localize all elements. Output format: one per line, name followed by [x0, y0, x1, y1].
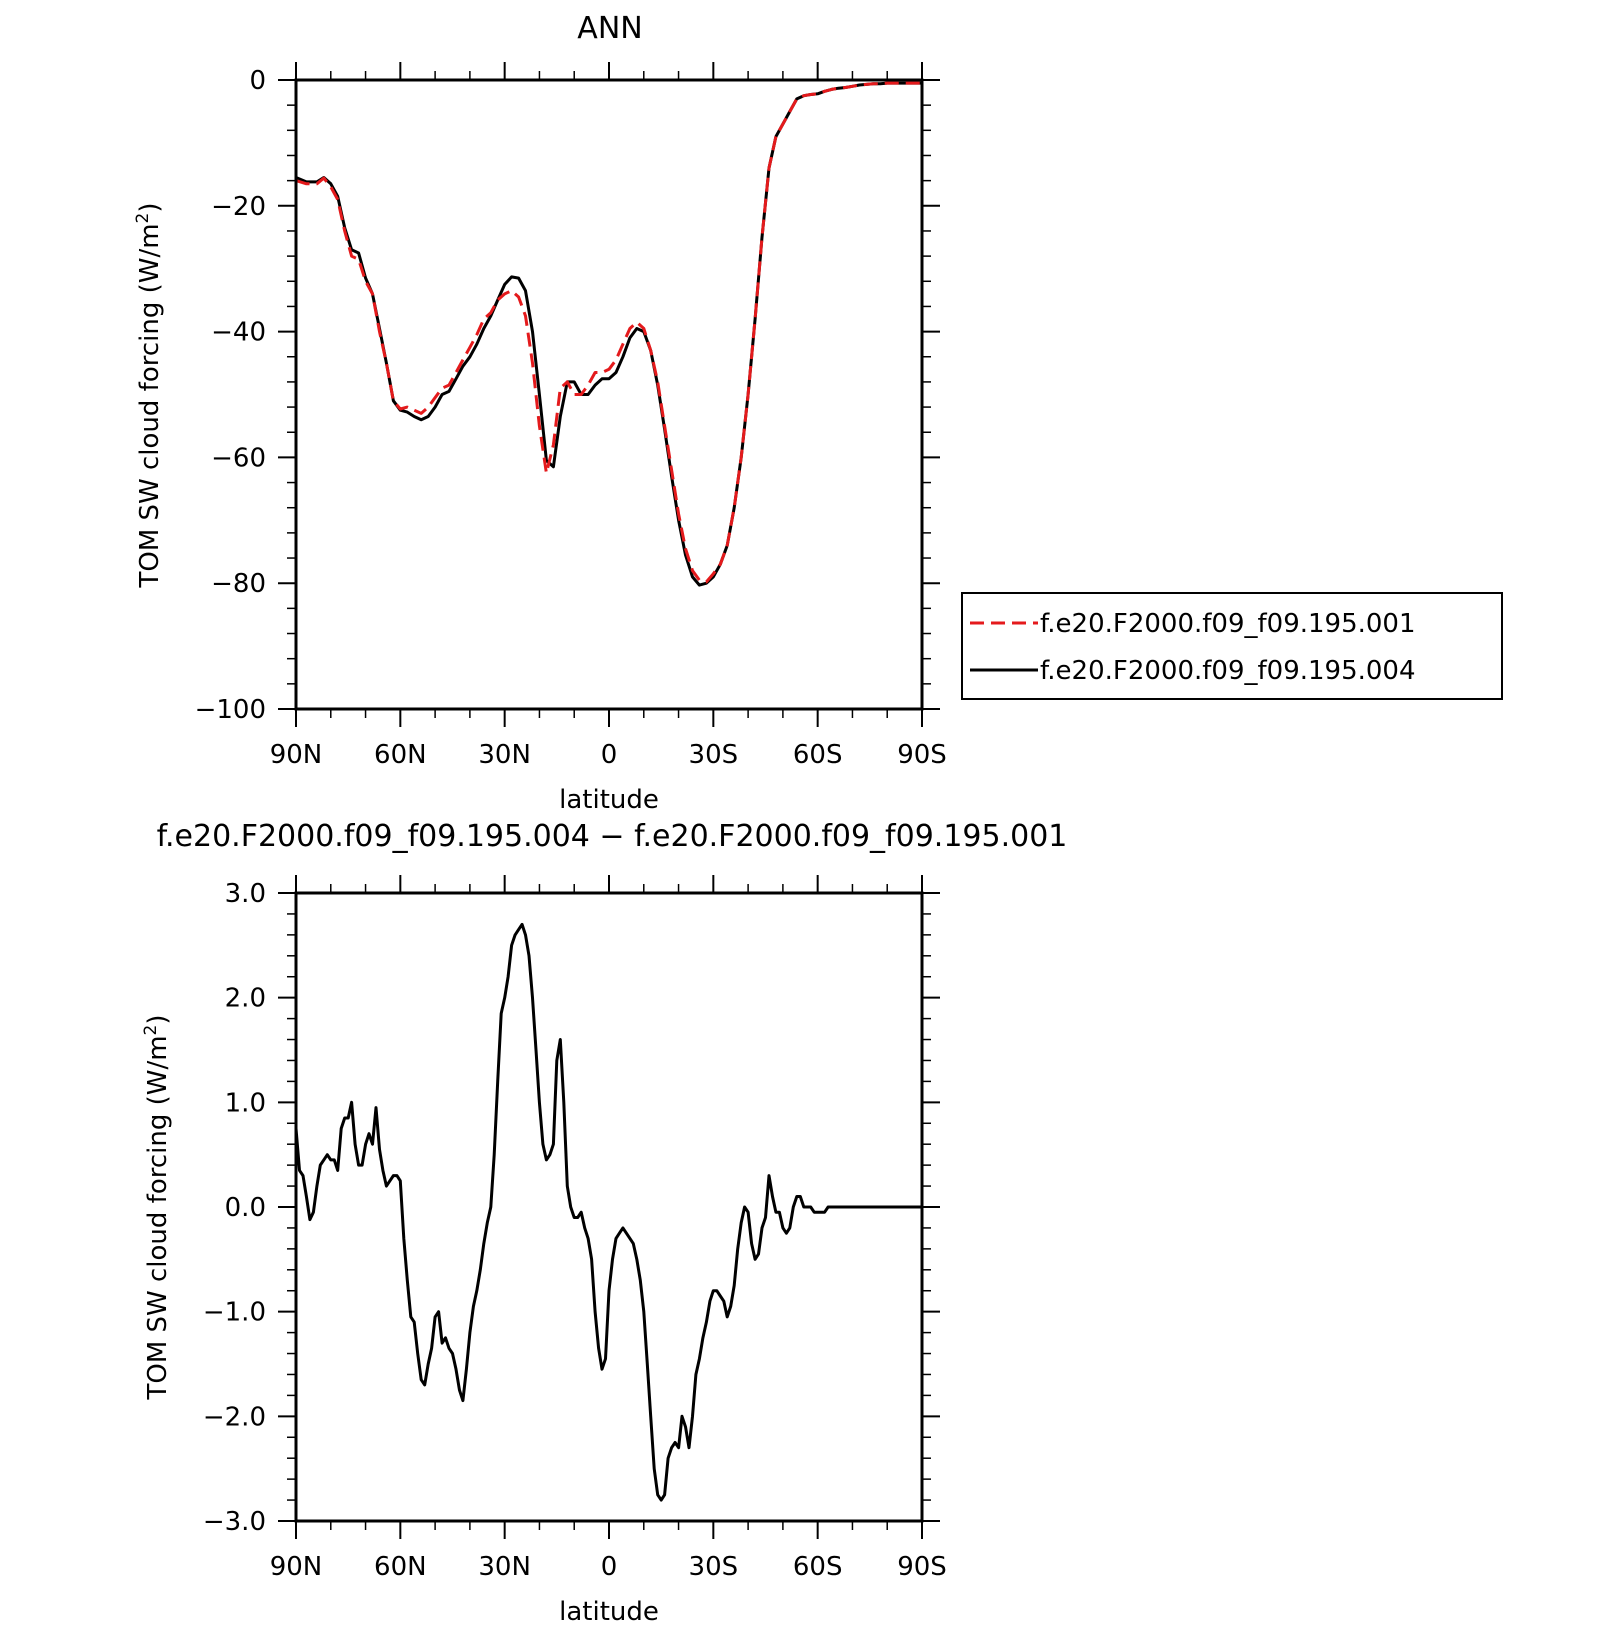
bottom-x-tick-label: 90S — [897, 1552, 947, 1582]
top-series-line-1 — [295, 81, 922, 584]
bottom-x-tick-label: 0 — [601, 1552, 618, 1582]
top-y-tick-label: −20 — [211, 192, 266, 222]
bottom-y-tick-label: 1.0 — [225, 1088, 266, 1118]
bottom-panel: f.e20.F2000.f09_f09.195.004 − f.e20.F200… — [141, 819, 1067, 1627]
bottom-x-tick-label: 60S — [793, 1552, 843, 1582]
bottom-y-tick-label: 2.0 — [225, 984, 266, 1014]
top-y-tick-label: 0 — [249, 66, 266, 96]
top-y-axis-label-close: ) — [135, 202, 165, 212]
top-y-axis-label-superscript: 2 — [133, 213, 153, 224]
top-panel: ANN 0−20−40−60−80−100 90N 60N 30N 0 30S 60S 90… — [133, 11, 1503, 815]
top-chart-title: ANN — [577, 11, 642, 46]
bottom-x-tick-label: 90N — [270, 1552, 323, 1582]
top-x-axis-label: latitude — [559, 785, 659, 815]
bottom-x-axis-label: latitude — [559, 1597, 659, 1627]
bottom-plot-frame — [294, 891, 924, 1523]
top-y-tick-label: −100 — [195, 695, 266, 725]
top-x-tick-label: 90N — [270, 740, 323, 770]
top-series-group — [295, 81, 922, 587]
bottom-y-tick-label: 3.0 — [225, 879, 266, 909]
top-x-tick-label: 60N — [374, 740, 427, 770]
legend-label-004: f.e20.F2000.f09_f09.195.004 — [1040, 656, 1416, 686]
bottom-y-axis-label-close: ) — [143, 1014, 173, 1024]
bottom-x-ticks: 90N 60N 30N 0 30S 60S 90S — [270, 875, 947, 1582]
top-x-tick-label: 30N — [478, 740, 531, 770]
bottom-y-tick-label: −3.0 — [203, 1507, 266, 1537]
bottom-x-tick-label: 30S — [689, 1552, 739, 1582]
bottom-x-tick-label: 60N — [374, 1552, 427, 1582]
bottom-x-tick-label: 30N — [478, 1552, 531, 1582]
bottom-y-axis-label: TOM SW cloud forcing (W/m2) — [141, 1014, 173, 1400]
legend: f.e20.F2000.f09_f09.195.001 f.e20.F2000.… — [961, 592, 1503, 700]
top-y-tick-label: −80 — [211, 569, 266, 599]
top-x-tick-label: 90S — [897, 740, 947, 770]
bottom-y-tick-label: −2.0 — [203, 1402, 266, 1432]
top-x-tick-label: 0 — [601, 740, 618, 770]
top-y-axis-label-main: TOM SW cloud forcing (W/m — [135, 223, 165, 588]
top-x-tick-label: 60S — [793, 740, 843, 770]
top-x-tick-label: 30S — [689, 740, 739, 770]
legend-label-001: f.e20.F2000.f09_f09.195.001 — [1040, 609, 1416, 639]
bottom-series-group — [294, 922, 922, 1502]
bottom-y-axis-label-superscript: 2 — [141, 1025, 161, 1036]
top-y-tick-label: −60 — [211, 443, 266, 473]
bottom-y-axis-label-main: TOM SW cloud forcing (W/m — [143, 1035, 173, 1400]
bottom-chart-title: f.e20.F2000.f09_f09.195.004 − f.e20.F200… — [157, 819, 1068, 854]
top-y-axis-label: TOM SW cloud forcing (W/m2) — [133, 202, 165, 588]
legend-box — [961, 592, 1503, 700]
top-series-line-2 — [295, 81, 922, 587]
top-plot-frame — [294, 78, 924, 711]
bottom-series-line-1 — [294, 922, 922, 1502]
bottom-y-tick-label: −1.0 — [203, 1298, 266, 1328]
top-y-tick-label: −40 — [211, 318, 266, 348]
top-y-ticks: 0 −20 −40 −60 −80 −100 — [195, 66, 940, 725]
bottom-y-tick-label: 0.0 — [225, 1193, 266, 1223]
top-x-ticks: 90N 60N 30N 0 30S 60S 90S — [270, 62, 947, 770]
